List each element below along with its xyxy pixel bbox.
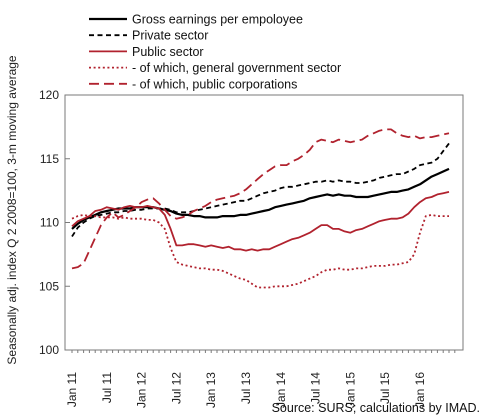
y-tick-label: 105 bbox=[39, 279, 59, 293]
x-tick-label: Jan 15 bbox=[343, 372, 357, 408]
legend-label-2: Private sector bbox=[132, 29, 208, 43]
x-tick-label: Jul 15 bbox=[378, 372, 392, 404]
x-tick-label: Jul 12 bbox=[169, 372, 183, 404]
plot-frame bbox=[64, 94, 464, 351]
y-tick-label: 100 bbox=[39, 343, 59, 357]
x-tick-label: Jan 12 bbox=[135, 372, 149, 408]
legend-label-1: Gross earnings per empoloyee bbox=[132, 13, 303, 27]
x-tick-label: Jan 13 bbox=[204, 372, 218, 408]
y-axis-title: Seasonally adj. index Q 2 2008=100, 3-m … bbox=[5, 55, 19, 365]
x-tick-label: Jan 11 bbox=[65, 372, 79, 407]
x-tick-label: Jan 14 bbox=[274, 372, 288, 408]
chart-legend: Gross earnings per empoloyee Private sect… bbox=[89, 13, 341, 91]
series-line-3 bbox=[71, 191, 450, 252]
axes-layer: 100 105 110 115 120 Jan 11 Jul 11 Jan 12 Jul 12 J… bbox=[39, 88, 464, 408]
x-tick-label: Jul 13 bbox=[239, 372, 253, 404]
series-line-5 bbox=[71, 128, 450, 270]
legend-label-5: - of which, public corporations bbox=[132, 77, 297, 91]
series-line-1 bbox=[71, 167, 450, 230]
legend-label-3: Public sector bbox=[132, 45, 204, 59]
y-tick-label: 115 bbox=[40, 152, 59, 166]
source-note: Source: SURS; calculations by IMAD. bbox=[272, 401, 480, 415]
x-tick-label: Jul 14 bbox=[309, 372, 323, 404]
series-layer bbox=[71, 128, 450, 289]
series-line-4 bbox=[71, 213, 449, 289]
y-tick-label: 110 bbox=[40, 216, 59, 230]
legend-label-4: - of which, general government sector bbox=[132, 61, 341, 75]
y-tick-label: 120 bbox=[39, 88, 59, 102]
x-tick-label: Jul 11 bbox=[100, 372, 114, 403]
series-line-2 bbox=[71, 142, 450, 237]
x-tick-label: Jan 16 bbox=[413, 372, 427, 408]
